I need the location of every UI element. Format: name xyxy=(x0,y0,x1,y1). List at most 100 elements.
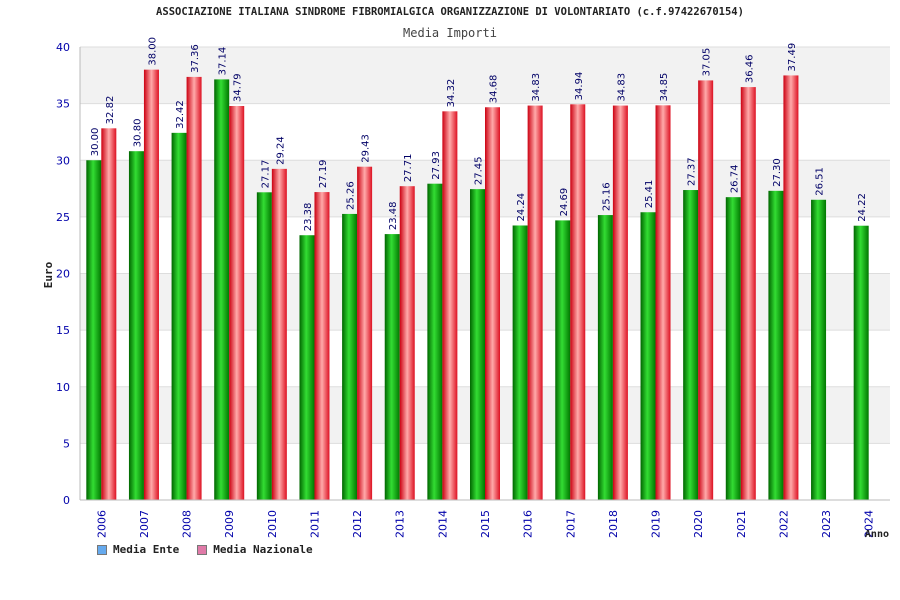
bar-media-ente-2013 xyxy=(384,234,400,501)
bar-media-nazionale-2007 xyxy=(143,69,159,501)
data-label: 27.30 xyxy=(772,158,783,187)
bar-media-nazionale-2012 xyxy=(357,166,373,500)
x-axis-label: Anno xyxy=(865,529,889,540)
legend-item-media-nazionale: Media Nazionale xyxy=(197,543,313,556)
bar-media-ente-2011 xyxy=(299,235,315,500)
bar-media-ente-2017 xyxy=(555,220,571,501)
legend-item-media-ente: Media Ente xyxy=(97,543,179,556)
bar-media-nazionale-2021 xyxy=(740,87,756,500)
x-tick-label: 2008 xyxy=(181,510,194,538)
bar-media-nazionale-2009 xyxy=(229,106,245,501)
x-tick-label: 2018 xyxy=(607,510,620,538)
y-tick-label: 35 xyxy=(56,98,70,111)
x-tick-label: 2017 xyxy=(564,510,577,538)
x-tick-label: 2011 xyxy=(308,510,321,538)
data-label: 32.42 xyxy=(175,100,186,129)
x-tick-label: 2013 xyxy=(394,510,407,538)
x-tick-label: 2023 xyxy=(820,510,833,538)
x-tick-label: 2010 xyxy=(266,510,279,538)
data-label: 27.19 xyxy=(318,159,329,188)
data-label: 23.48 xyxy=(388,201,399,230)
bar-media-ente-2020 xyxy=(683,190,699,501)
data-label: 34.79 xyxy=(233,73,244,102)
legend: Media Ente Media Nazionale xyxy=(97,543,313,556)
bar-media-ente-2008 xyxy=(171,132,187,500)
x-tick-label: 2016 xyxy=(522,510,535,538)
legend-swatch-media-ente xyxy=(97,544,107,555)
data-label: 25.41 xyxy=(644,180,655,209)
data-label: 23.38 xyxy=(303,203,314,232)
legend-label-media-ente: Media Ente xyxy=(113,543,180,556)
bar-media-nazionale-2008 xyxy=(186,76,202,500)
data-label: 34.68 xyxy=(489,75,500,104)
legend-label-media-nazionale: Media Nazionale xyxy=(213,543,313,556)
x-tick-label: 2014 xyxy=(436,510,449,538)
data-label: 36.46 xyxy=(744,54,755,83)
data-label: 24.22 xyxy=(857,193,868,222)
bar-media-nazionale-2017 xyxy=(570,104,586,500)
bar-media-nazionale-2013 xyxy=(399,186,415,500)
bar-media-nazionale-2014 xyxy=(442,111,458,501)
data-label: 29.43 xyxy=(361,134,372,163)
data-label: 24.69 xyxy=(559,188,570,217)
bar-media-ente-2019 xyxy=(640,212,656,500)
x-tick-label: 2019 xyxy=(650,510,663,538)
bar-media-nazionale-2016 xyxy=(527,105,543,501)
bar-media-ente-2021 xyxy=(725,197,741,500)
data-label: 37.05 xyxy=(702,48,713,77)
y-tick-label: 15 xyxy=(56,324,70,337)
bar-media-ente-2022 xyxy=(768,190,784,500)
y-tick-label: 5 xyxy=(63,437,70,450)
bar-media-ente-2014 xyxy=(427,183,443,500)
chart-subtitle: Media Importi xyxy=(403,26,497,40)
y-axis-label: Euro xyxy=(42,261,55,288)
bar-media-ente-2024 xyxy=(853,225,869,500)
data-label: 37.49 xyxy=(787,43,798,72)
bar-media-ente-2018 xyxy=(597,215,613,501)
y-tick-label: 0 xyxy=(63,494,70,507)
data-label: 32.82 xyxy=(105,96,116,125)
data-label: 26.74 xyxy=(729,165,740,194)
bar-media-nazionale-2015 xyxy=(485,107,500,501)
bar-media-nazionale-2010 xyxy=(271,168,287,500)
y-tick-label: 25 xyxy=(56,211,70,224)
data-label: 30.80 xyxy=(132,119,143,148)
data-label: 34.32 xyxy=(446,79,457,108)
bar-media-nazionale-2022 xyxy=(783,75,799,500)
data-label: 34.83 xyxy=(616,73,627,102)
data-label: 34.94 xyxy=(574,72,585,101)
x-tick-label: 2006 xyxy=(95,510,108,538)
chart-title: ASSOCIAZIONE ITALIANA SINDROME FIBROMIAL… xyxy=(156,6,744,18)
x-tick-label: 2022 xyxy=(777,510,790,538)
x-tick-label: 2020 xyxy=(692,510,705,538)
data-label: 27.93 xyxy=(431,151,442,180)
y-tick-label: 20 xyxy=(56,268,70,281)
bar-media-ente-2012 xyxy=(342,213,358,501)
bar-media-ente-2010 xyxy=(256,192,272,500)
bar-media-ente-2007 xyxy=(128,151,144,500)
data-label: 27.45 xyxy=(474,156,485,185)
data-label: 29.24 xyxy=(275,136,286,165)
x-tick-label: 2007 xyxy=(138,510,151,538)
data-label: 24.24 xyxy=(516,193,527,222)
bar-media-nazionale-2020 xyxy=(698,80,714,500)
bar-media-ente-2009 xyxy=(214,79,230,501)
bar-media-nazionale-2019 xyxy=(655,105,671,500)
data-label: 34.85 xyxy=(659,73,670,102)
data-label: 37.36 xyxy=(190,44,201,73)
y-tick-label: 40 xyxy=(56,41,70,54)
data-label: 38.00 xyxy=(147,37,158,66)
x-tick-label: 2012 xyxy=(351,510,364,538)
data-label: 27.37 xyxy=(687,157,698,186)
data-label: 27.71 xyxy=(403,154,414,183)
bar-media-ente-2006 xyxy=(86,160,102,500)
x-tick-label: 2021 xyxy=(735,510,748,538)
data-label: 34.83 xyxy=(531,73,542,102)
bar-media-ente-2023 xyxy=(811,199,827,501)
bar-media-ente-2016 xyxy=(512,225,528,500)
data-label: 26.51 xyxy=(815,167,826,196)
x-tick-label: 2015 xyxy=(479,510,492,538)
bar-media-nazionale-2018 xyxy=(612,105,628,501)
data-label: 30.00 xyxy=(90,128,101,157)
x-tick-label: 2024 xyxy=(863,510,876,538)
